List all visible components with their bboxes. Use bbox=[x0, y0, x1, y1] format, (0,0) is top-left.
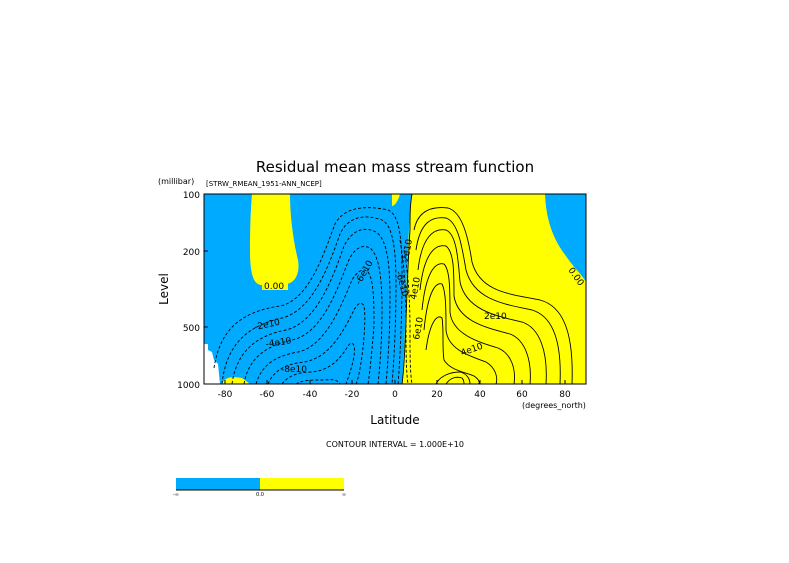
positive-region-sh-upper bbox=[250, 194, 299, 285]
y-axis: 100 200 500 1000 Level bbox=[157, 191, 208, 391]
x-axis-title: Latitude bbox=[370, 413, 419, 427]
x-tick-label: -60 bbox=[260, 390, 275, 400]
plot-area: 0.00 0.00 -2e10 -4e10 -6e10 -8e10 -6e10 … bbox=[203, 193, 587, 385]
colorbar-label-mid: 0.0 bbox=[256, 492, 264, 498]
contour-neg-3 bbox=[231, 228, 391, 385]
positive-contours bbox=[401, 193, 573, 385]
contour-label-2e10-nh: 2e10 bbox=[484, 312, 507, 322]
contour-pos-9 bbox=[445, 376, 465, 385]
contour-label-2e10-vertical: 2e10 bbox=[401, 238, 415, 262]
contour-neg-6 bbox=[267, 302, 366, 385]
contour-neg-5 bbox=[255, 269, 375, 385]
y-tick-label: 1000 bbox=[177, 381, 200, 391]
contour-pos-8 bbox=[435, 371, 471, 385]
missing-data-region bbox=[204, 344, 220, 384]
positive-region-small bbox=[392, 194, 400, 206]
contour-neg-4 bbox=[243, 246, 383, 385]
colorbar-positive-swatch bbox=[260, 478, 344, 490]
x-tick-label: -20 bbox=[345, 390, 360, 400]
x-tick-label: 0 bbox=[392, 390, 398, 400]
x-tick-label: -40 bbox=[303, 390, 318, 400]
contour-label-zero-sh: 0.00 bbox=[264, 282, 284, 292]
contour-neg-2 bbox=[221, 216, 397, 385]
chart-title: Residual mean mass stream function bbox=[256, 158, 534, 176]
x-unit-label: (degrees_north) bbox=[522, 401, 586, 410]
y-tick-label: 500 bbox=[183, 324, 200, 334]
contour-pos-1 bbox=[413, 207, 573, 385]
contour-pos-7 bbox=[425, 316, 480, 385]
colorbar-label-min: -∞ bbox=[173, 492, 179, 498]
negative-contours bbox=[213, 207, 413, 385]
colorbar: -∞ 0.0 ∞ bbox=[173, 478, 346, 498]
contour-interval-caption: CONTOUR INTERVAL = 1.000E+10 bbox=[326, 440, 464, 449]
dataset-label: [STRW_RMEAN_1951-ANN_NCEP] bbox=[206, 180, 322, 188]
x-axis: -80 -60 -40 -20 0 20 40 60 80 (degrees_n… bbox=[218, 380, 586, 427]
y-tick-label: 100 bbox=[183, 191, 200, 201]
contour-pos-4 bbox=[419, 245, 531, 385]
contour-label-6e10-vertical: 6e10 bbox=[412, 316, 426, 340]
y-axis-title: Level bbox=[157, 273, 171, 305]
x-tick-label: 20 bbox=[431, 390, 443, 400]
contour-neg-1 bbox=[213, 207, 403, 385]
contour-neg-tilted-1 bbox=[403, 249, 413, 385]
positive-region-polar-sfc bbox=[222, 377, 250, 384]
x-tick-label: 40 bbox=[474, 390, 486, 400]
contour-label-neg4-sh: -4e10 bbox=[265, 336, 292, 350]
x-tick-label: -80 bbox=[218, 390, 233, 400]
contour-pos-6 bbox=[423, 283, 498, 385]
contour-pos-5 bbox=[421, 263, 515, 385]
x-tick-label: 60 bbox=[516, 390, 528, 400]
contour-label-neg8-sh: -8e10 bbox=[281, 365, 307, 375]
colorbar-negative-swatch bbox=[176, 478, 260, 490]
contour-neg-8 bbox=[295, 379, 341, 385]
contour-zero-line-1 bbox=[401, 193, 413, 385]
colorbar-label-max: ∞ bbox=[342, 492, 346, 498]
y-tick-label: 200 bbox=[183, 248, 200, 258]
positive-region-nh bbox=[402, 194, 586, 384]
contour-neg-7 bbox=[281, 342, 355, 385]
contour-pos-2 bbox=[415, 217, 561, 385]
x-tick-label: 80 bbox=[559, 390, 571, 400]
contour-label-4e10-vertical: 4e10 bbox=[409, 276, 423, 300]
contour-pos-3 bbox=[417, 229, 547, 385]
y-unit-label: (millibar) bbox=[158, 177, 194, 186]
